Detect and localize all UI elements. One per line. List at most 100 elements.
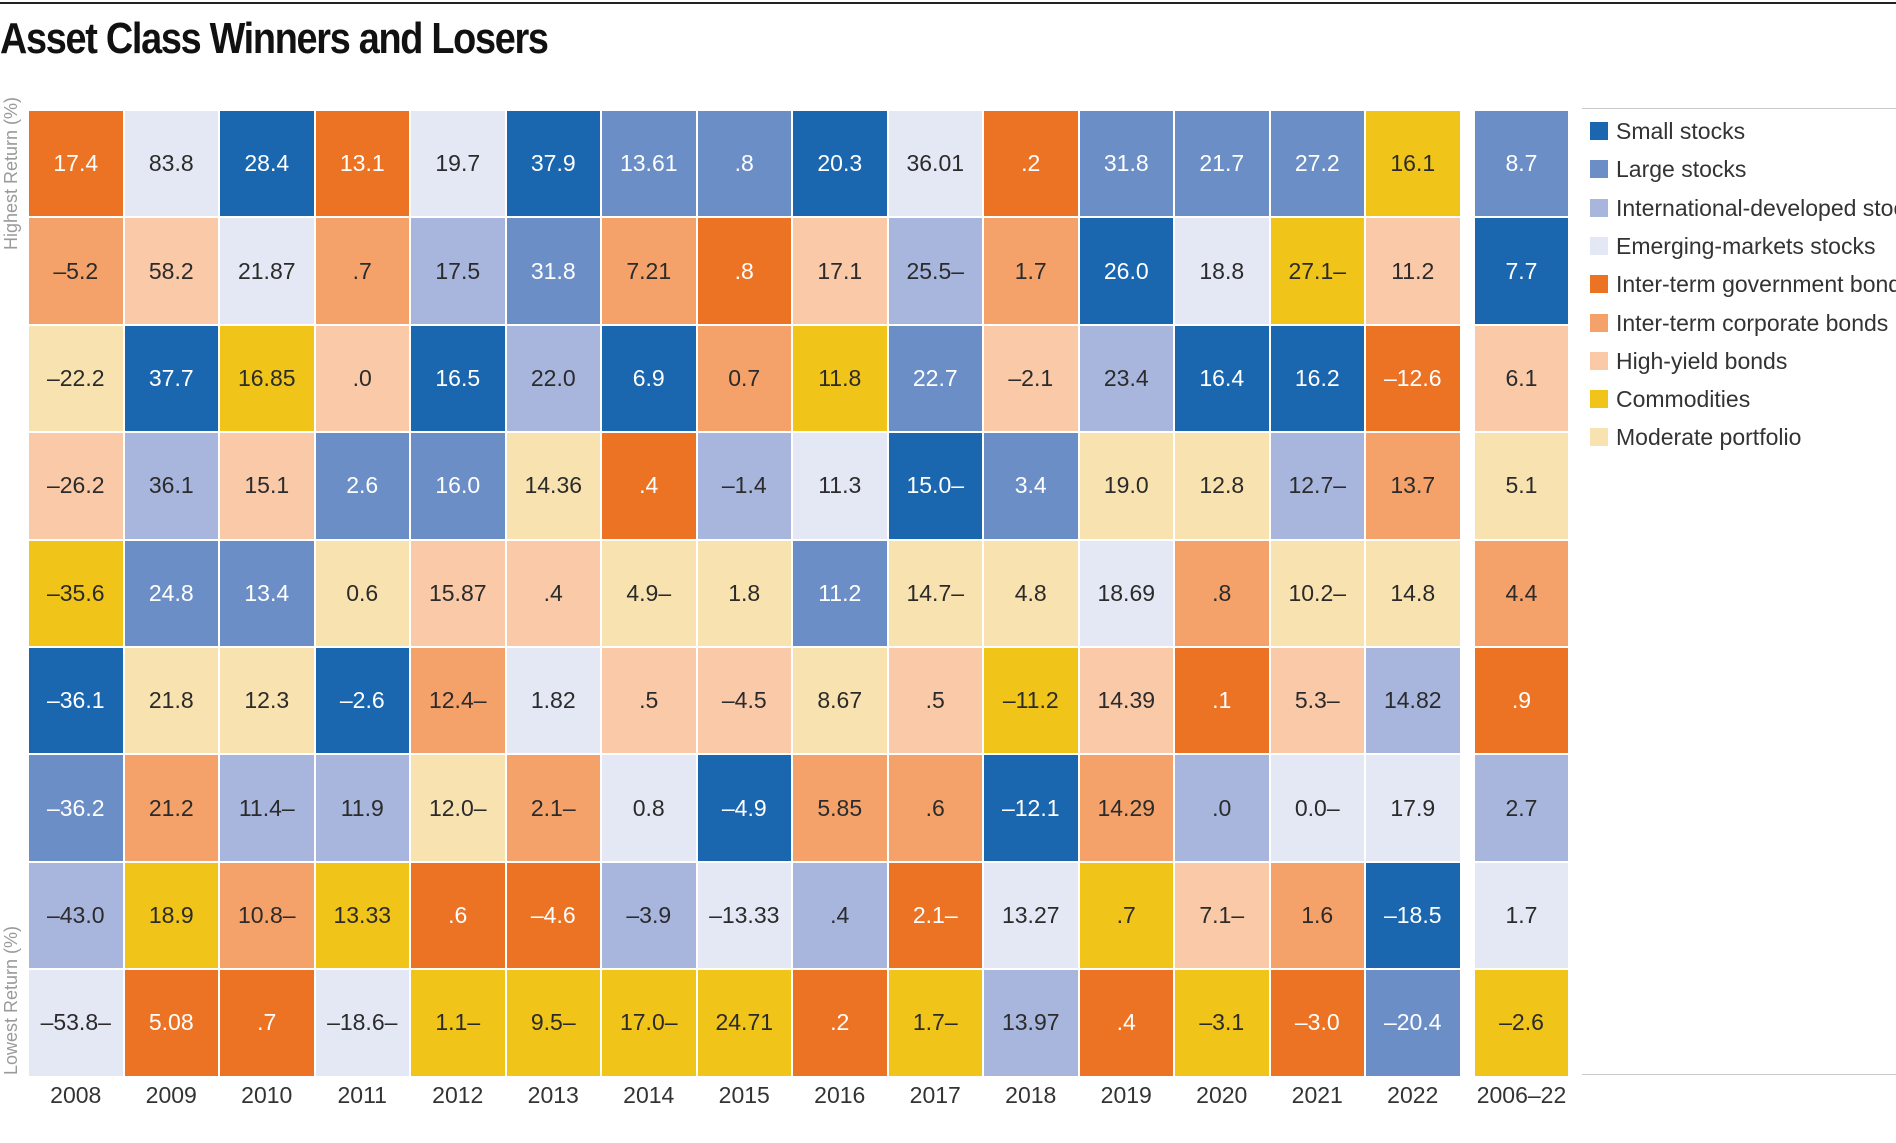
- summary-cell: 2.7: [1474, 754, 1569, 862]
- grid-cell: –4.6: [505, 861, 601, 970]
- grid-cell: 12.0–: [410, 754, 506, 862]
- grid-cell: 2.1–: [887, 861, 983, 970]
- grid-cell: 12.4–: [410, 647, 506, 755]
- grid-cell: 16.85: [219, 324, 315, 433]
- grid-cell: 16.0: [410, 432, 506, 540]
- grid-cell: 3.4: [983, 432, 1079, 540]
- grid-cell: 11.3: [792, 432, 888, 540]
- grid-cell: 1.1–: [410, 969, 506, 1077]
- grid-cell: 12.8: [1174, 432, 1270, 540]
- x-tick-label: 2018: [1005, 1082, 1057, 1108]
- legend-swatch: [1590, 236, 1608, 255]
- grid-cell: .5: [601, 647, 697, 755]
- grid-cell: 21.8: [123, 647, 219, 755]
- grid-cell: .4: [601, 432, 697, 540]
- grid-cell: 5.3–: [1269, 647, 1365, 755]
- legend-label: International-developed stocks: [1616, 194, 1896, 221]
- grid-cell: 1.82: [505, 647, 601, 755]
- grid-cell: 22.0: [505, 324, 601, 433]
- x-tick-label: 2014: [623, 1082, 675, 1108]
- grid-cell: 58.2: [123, 217, 219, 325]
- grid-cell: 37.7: [123, 324, 219, 433]
- x-tick-label: 2006–22: [1476, 1082, 1567, 1108]
- summary-cell: 1.7: [1474, 861, 1569, 970]
- grid-cell: 16.5: [410, 324, 506, 433]
- grid-cell: 17.9: [1365, 754, 1461, 862]
- top-rule: [0, 2, 1896, 4]
- grid-cell: .4: [792, 861, 888, 970]
- grid-cell: 10.2–: [1269, 539, 1365, 647]
- grid-cell: 18.69: [1078, 539, 1174, 647]
- grid-cell: 17.5: [410, 217, 506, 325]
- grid-cell: 13.7: [1365, 432, 1461, 540]
- grid-cell: .0: [314, 324, 410, 433]
- legend-label: Moderate portfolio: [1616, 424, 1802, 451]
- grid-cell: 6.9: [601, 324, 697, 433]
- grid-cell: 14.82: [1365, 647, 1461, 755]
- grid-cell: 13.4: [219, 539, 315, 647]
- summary-cell: 5.1: [1474, 432, 1569, 540]
- grid-cell: 21.87: [219, 217, 315, 325]
- grid-cell: 1.7–: [887, 969, 983, 1077]
- grid-cell: 13.61: [601, 110, 697, 218]
- legend-label: Small stocks: [1616, 118, 1746, 144]
- grid-cell: 36.01: [887, 110, 983, 218]
- grid-cell: 16.1: [1365, 110, 1461, 218]
- grid-cell: .7: [314, 217, 410, 325]
- grid-cell: 7.21: [601, 217, 697, 325]
- grid-cell: 9.5–: [505, 969, 601, 1077]
- grid-cell: 83.8: [123, 110, 219, 218]
- x-tick-label: 2009: [145, 1082, 197, 1108]
- grid-cell: 13.27: [983, 861, 1079, 970]
- grid-cell: 17.1: [792, 217, 888, 325]
- grid-cell: –20.4: [1365, 969, 1461, 1077]
- grid-cell: 23.4: [1078, 324, 1174, 433]
- grid-cell: 27.2: [1269, 110, 1365, 218]
- x-tick-label: 2013: [527, 1082, 579, 1108]
- legend-top-rule: [1582, 108, 1896, 109]
- grid-cell: –2.1: [983, 324, 1079, 433]
- grid-cell: 11.4–: [219, 754, 315, 862]
- grid-cell: 18.9: [123, 861, 219, 970]
- x-tick-label: 2011: [337, 1082, 387, 1108]
- grid-cell: –26.2: [28, 432, 124, 540]
- grid-cell: 37.9: [505, 110, 601, 218]
- grid-cell: 16.2: [1269, 324, 1365, 433]
- grid-cell: 14.29: [1078, 754, 1174, 862]
- x-tick-label: 2017: [909, 1082, 961, 1108]
- grid-cell: –1.4: [696, 432, 792, 540]
- grid-cell: –11.2: [983, 647, 1079, 755]
- grid-cell: –43.0: [28, 861, 124, 970]
- chart-title: Asset Class Winners and Losers: [0, 14, 549, 63]
- grid-cell: 19.0: [1078, 432, 1174, 540]
- grid-cell: –12.1: [983, 754, 1079, 862]
- legend-swatch: [1590, 160, 1608, 179]
- grid-cell: 4.9–: [601, 539, 697, 647]
- grid-cell: 11.2: [792, 539, 888, 647]
- grid-cell: .0: [1174, 754, 1270, 862]
- x-tick-label: 2022: [1387, 1082, 1439, 1108]
- grid-cell: 2.6: [314, 432, 410, 540]
- grid-cell: .6: [410, 861, 506, 970]
- grid-cell: –18.5: [1365, 861, 1461, 970]
- grid-cell: .5: [887, 647, 983, 755]
- x-tick-label: 2016: [814, 1082, 866, 1108]
- grid-cell: 1.8: [696, 539, 792, 647]
- grid-cell: 21.7: [1174, 110, 1270, 218]
- grid-cell: –36.2: [28, 754, 124, 862]
- grid-cell: –4.5: [696, 647, 792, 755]
- summary-cell: .9: [1474, 647, 1569, 755]
- grid-cell: –5.2: [28, 217, 124, 325]
- grid-cell: .1: [1174, 647, 1270, 755]
- legend-swatch: [1590, 390, 1608, 409]
- legend-swatch: [1590, 122, 1608, 140]
- grid-cell: .7: [1078, 861, 1174, 970]
- grid-cell: .8: [1174, 539, 1270, 647]
- legend-bottom-rule: [1582, 1074, 1896, 1075]
- grid-cell: 11.2: [1365, 217, 1461, 325]
- grid-cell: .4: [505, 539, 601, 647]
- grid-cell: –18.6–: [314, 969, 410, 1077]
- grid-cell: .6: [887, 754, 983, 862]
- grid-cell: 31.8: [505, 217, 601, 325]
